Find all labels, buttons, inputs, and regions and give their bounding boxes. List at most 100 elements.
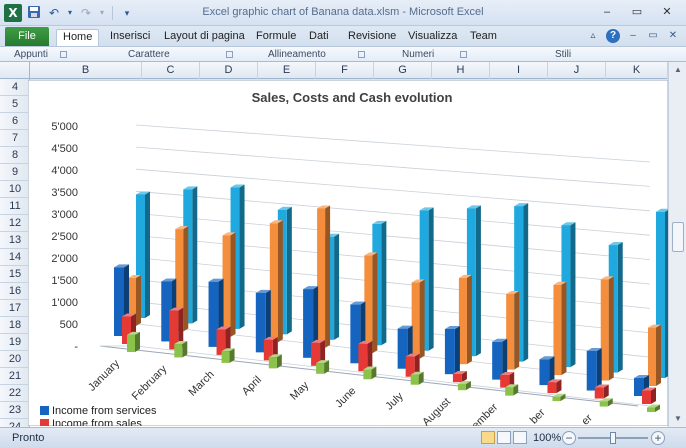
save-icon[interactable] [26,5,42,21]
bar-s4-side [570,222,576,368]
row-header[interactable]: 13 [0,232,29,249]
group-numeri[interactable]: Numeri [402,49,435,60]
redo-dropdown-icon[interactable]: ▾ [99,8,104,17]
row-header[interactable]: 19 [0,334,29,351]
restore-button[interactable]: ▭ [631,6,643,18]
column-header-e[interactable]: E [258,62,316,79]
row-headers: 4 5 6 7 8 9 10 11 12 13 14 15 16 17 18 1… [0,79,30,427]
bar-s3-top [364,252,378,256]
column-header-g[interactable]: G [374,62,432,79]
page-break-view-icon[interactable] [513,431,527,444]
file-tab[interactable]: File [5,27,49,46]
group-allineamento[interactable]: Allineamento [268,49,326,60]
tab-revisione[interactable]: Revisione [348,30,397,42]
row-header[interactable]: 4 [0,79,29,96]
row-header[interactable]: 16 [0,283,29,300]
undo-icon[interactable]: ↶ [48,6,60,20]
bar-s4-top [183,186,198,190]
row-header[interactable]: 17 [0,300,29,317]
zoom-slider-thumb[interactable] [610,432,616,444]
redo-icon[interactable]: ↷ [80,6,92,20]
row-header[interactable]: 14 [0,249,29,266]
select-all-corner[interactable] [0,62,30,79]
doc-minimize-icon[interactable]: – [630,30,636,41]
zoom-in-icon[interactable]: + [651,431,665,445]
status-ready: Pronto [12,432,45,444]
column-header-d[interactable]: D [200,62,258,79]
bar-s0-side [502,338,508,380]
tab-layout-di-pagina[interactable]: Layout di pagina [164,30,245,42]
bar-s4-side [286,206,292,335]
help-icon[interactable]: ? [606,29,620,43]
bar-s3-side [466,274,472,365]
allineamento-launcher-icon[interactable] [358,51,365,58]
bar-s1-top [311,339,326,343]
row-header[interactable]: 10 [0,181,29,198]
y-tick-label: 3'500 [51,187,78,199]
column-header-h[interactable]: H [432,62,490,79]
page-layout-view-icon[interactable] [497,431,511,444]
tab-formule[interactable]: Formule [256,30,297,42]
customize-qat-icon[interactable]: ▾ [124,8,130,18]
tab-team[interactable]: Team [470,30,497,42]
bar-s1 [500,375,510,388]
row-header[interactable]: 24 [0,419,29,427]
column-header-j[interactable]: J [548,62,606,79]
row-header[interactable]: 22 [0,385,29,402]
bar-s0-side [313,286,319,358]
group-appunti[interactable]: Appunti [14,49,48,60]
doc-restore-icon[interactable]: ▭ [648,30,658,41]
scroll-thumb[interactable] [672,222,684,252]
group-stili[interactable]: Stili [555,49,572,60]
zoom-level[interactable]: 100% [533,432,562,444]
tab-visualizza[interactable]: Visualizza [408,30,458,42]
row-header[interactable]: 21 [0,368,29,385]
bar-s3-side [419,279,425,359]
normal-view-icon[interactable] [481,431,495,444]
scroll-down-icon[interactable]: ▼ [674,414,682,423]
tab-dati[interactable]: Dati [309,30,329,42]
row-header[interactable]: 5 [0,96,29,113]
column-header-f[interactable]: F [316,62,374,79]
row-header[interactable]: 11 [0,198,29,215]
bar-s3 [648,327,656,386]
bar-s2 [505,387,514,396]
row-header[interactable]: 6 [0,113,29,130]
vertical-scrollbar[interactable]: ▲ ▼ [668,62,686,427]
minimize-button[interactable]: – [603,6,611,18]
carattere-launcher-icon[interactable] [226,51,233,58]
close-button[interactable]: ✕ [662,6,672,18]
row-header[interactable]: 8 [0,147,29,164]
column-header-c[interactable]: C [142,62,200,79]
row-header[interactable]: 18 [0,317,29,334]
column-header-k[interactable]: K [606,62,668,79]
bar-s2 [410,374,419,385]
bar-s2-top [505,384,519,388]
scroll-up-icon[interactable]: ▲ [674,65,682,74]
column-header-i[interactable]: I [490,62,548,79]
doc-close-icon[interactable]: ✕ [668,30,678,41]
row-header[interactable]: 12 [0,215,29,232]
excel-logo-icon[interactable]: X [4,4,22,22]
group-carattere[interactable]: Carattere [128,49,170,60]
row-header[interactable]: 23 [0,402,29,419]
appunti-launcher-icon[interactable] [60,51,67,58]
bar-s3-side [230,232,236,337]
undo-dropdown-icon[interactable]: ▾ [67,8,72,17]
column-header-b[interactable]: B [30,62,142,79]
row-header[interactable]: 15 [0,266,29,283]
zoom-out-icon[interactable]: − [562,431,576,445]
row-header[interactable]: 9 [0,164,29,181]
bar-s1-top [547,379,562,383]
minimize-ribbon-icon[interactable]: ▵ [590,30,596,41]
bar-s2-side [229,348,235,363]
numeri-launcher-icon[interactable] [460,51,467,58]
bar-s0-top [161,278,177,282]
tab-inserisci[interactable]: Inserisci [110,30,151,42]
bar-s1 [122,316,131,344]
row-header[interactable]: 7 [0,130,29,147]
column-chart[interactable]: - 500 1'000 1'500 2'000 2'500 3'000 3'500 4'000 4… [28,80,668,426]
tab-home[interactable]: Home [56,29,100,46]
row-header[interactable]: 20 [0,351,29,368]
bar-s4-side [145,191,150,318]
